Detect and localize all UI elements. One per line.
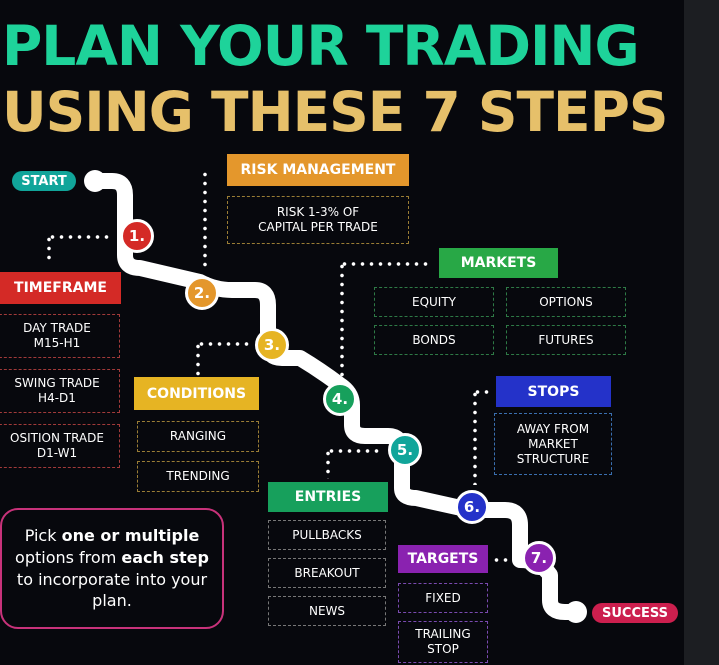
entries-header: ENTRIES (268, 482, 388, 512)
connector-step-2 (203, 170, 207, 270)
connector-step-5-v (326, 449, 330, 479)
connector-step-1 (48, 235, 111, 239)
risk-option-1: RISK 1-3% OF CAPITAL PER TRADE (227, 196, 409, 244)
note-text-1: Pick (24, 526, 62, 546)
targets-option-2: TRAILING STOP (398, 621, 488, 663)
conditions-option-1: RANGING (137, 421, 259, 452)
step-6-badge: 6. (455, 490, 489, 524)
markets-header: MARKETS (439, 248, 558, 278)
connector-step-6-h (473, 390, 493, 394)
start-badge: START (12, 171, 76, 191)
side-panel (684, 0, 719, 665)
connector-step-7 (492, 558, 520, 562)
instruction-note: Pick one or multiple options from each s… (0, 508, 224, 629)
markets-option-futures: FUTURES (506, 325, 626, 355)
note-text-2: options from (15, 547, 122, 567)
step-3-badge: 3. (255, 328, 289, 362)
note-bold-2: each step (121, 547, 209, 567)
timeframe-option-3: OSITION TRADE D1-W1 (0, 424, 120, 468)
connector-step-5 (327, 449, 383, 453)
timeframe-option-1: DAY TRADE M15-H1 (0, 314, 120, 358)
step-1-badge: 1. (120, 219, 154, 253)
markets-option-bonds: BONDS (374, 325, 494, 355)
title-line-2: USING THESE 7 STEPS (2, 80, 669, 144)
step-4-badge: 4. (323, 382, 357, 416)
connector-step-1-v (47, 235, 51, 262)
targets-header: TARGETS (398, 545, 488, 573)
note-text-3: to incorporate into your plan. (16, 569, 208, 611)
title-line-1: PLAN YOUR TRADING (2, 14, 640, 78)
targets-option-1: FIXED (398, 583, 488, 613)
entries-option-1: PULLBACKS (268, 520, 386, 550)
entries-option-3: NEWS (268, 596, 386, 626)
connector-step-6 (473, 390, 477, 485)
conditions-header: CONDITIONS (134, 377, 259, 410)
risk-management-header: RISK MANAGEMENT (227, 154, 409, 186)
step-2-badge: 2. (185, 276, 219, 310)
connector-step-4 (340, 262, 344, 378)
step-5-badge: 5. (388, 433, 422, 467)
success-badge: SUCCESS (592, 603, 678, 623)
markets-option-equity: EQUITY (374, 287, 494, 317)
connector-step-4-h (340, 262, 432, 266)
timeframe-header: TIMEFRAME (0, 272, 121, 304)
conditions-option-2: TRENDING (137, 461, 259, 492)
entries-option-2: BREAKOUT (268, 558, 386, 588)
connector-step-3-v (196, 342, 200, 376)
markets-option-options: OPTIONS (506, 287, 626, 317)
timeframe-option-2: SWING TRADE H4-D1 (0, 369, 120, 413)
connector-step-3 (197, 342, 249, 346)
stops-option-1: AWAY FROM MARKET STRUCTURE (494, 413, 612, 475)
stops-header: STOPS (496, 376, 611, 407)
note-bold-1: one or multiple (61, 526, 200, 546)
step-7-badge: 7. (522, 541, 556, 575)
